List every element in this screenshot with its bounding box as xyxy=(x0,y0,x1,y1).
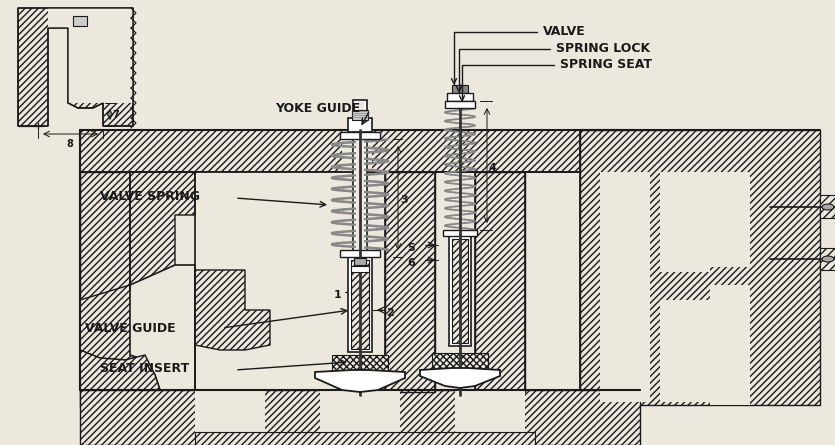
Text: 8: 8 xyxy=(67,139,73,149)
Bar xyxy=(449,236,471,346)
Bar xyxy=(340,132,380,139)
Bar xyxy=(475,172,525,392)
Text: 4: 4 xyxy=(489,163,497,173)
Bar xyxy=(445,101,475,108)
Text: 6: 6 xyxy=(407,258,415,268)
Bar xyxy=(195,432,535,445)
Bar xyxy=(354,258,366,265)
Bar xyxy=(447,93,473,101)
Bar xyxy=(356,102,364,275)
Polygon shape xyxy=(130,265,195,390)
Bar xyxy=(443,230,477,236)
Bar xyxy=(452,85,468,93)
Polygon shape xyxy=(315,370,405,392)
Bar xyxy=(48,8,68,28)
Text: 5: 5 xyxy=(407,243,415,253)
Polygon shape xyxy=(18,8,133,126)
Bar xyxy=(660,172,710,272)
Bar xyxy=(68,8,133,103)
Bar xyxy=(332,355,388,375)
Bar xyxy=(348,118,372,132)
Ellipse shape xyxy=(822,204,834,210)
Polygon shape xyxy=(80,350,160,390)
Bar xyxy=(710,285,750,405)
Bar xyxy=(452,239,468,343)
Text: SEAT INSERT: SEAT INSERT xyxy=(100,361,190,375)
Polygon shape xyxy=(820,195,835,218)
Text: VALVE: VALVE xyxy=(452,25,585,84)
Bar xyxy=(385,172,435,392)
Text: 2: 2 xyxy=(386,308,394,318)
Text: SPRING LOCK: SPRING LOCK xyxy=(457,42,650,92)
Polygon shape xyxy=(195,270,270,350)
Bar xyxy=(80,130,635,172)
Bar xyxy=(455,390,525,445)
Polygon shape xyxy=(820,248,835,270)
Text: 7: 7 xyxy=(112,110,119,120)
Bar xyxy=(195,390,265,445)
Bar xyxy=(353,100,367,275)
Bar xyxy=(320,390,400,445)
Bar xyxy=(340,250,380,257)
Bar xyxy=(351,260,369,349)
Bar xyxy=(600,172,650,402)
Text: VALVE SPRING: VALVE SPRING xyxy=(100,190,200,202)
Text: 3: 3 xyxy=(400,195,407,205)
Polygon shape xyxy=(420,368,500,388)
Text: SPRING SEAT: SPRING SEAT xyxy=(459,58,652,101)
Polygon shape xyxy=(130,172,195,285)
Bar xyxy=(80,390,640,445)
Bar xyxy=(580,130,820,405)
Bar xyxy=(80,172,130,407)
Bar xyxy=(195,172,360,392)
Bar xyxy=(342,118,372,172)
Text: VALVE GUIDE: VALVE GUIDE xyxy=(85,321,175,335)
Bar xyxy=(351,266,369,272)
Text: 1: 1 xyxy=(334,290,342,300)
Text: YOKE GUIDE: YOKE GUIDE xyxy=(275,101,360,114)
Bar xyxy=(348,257,372,352)
Bar xyxy=(432,353,488,371)
Bar xyxy=(660,300,710,402)
Ellipse shape xyxy=(822,256,834,262)
Polygon shape xyxy=(80,265,175,360)
Bar xyxy=(73,16,87,26)
Bar xyxy=(710,172,750,267)
Bar xyxy=(352,110,368,120)
